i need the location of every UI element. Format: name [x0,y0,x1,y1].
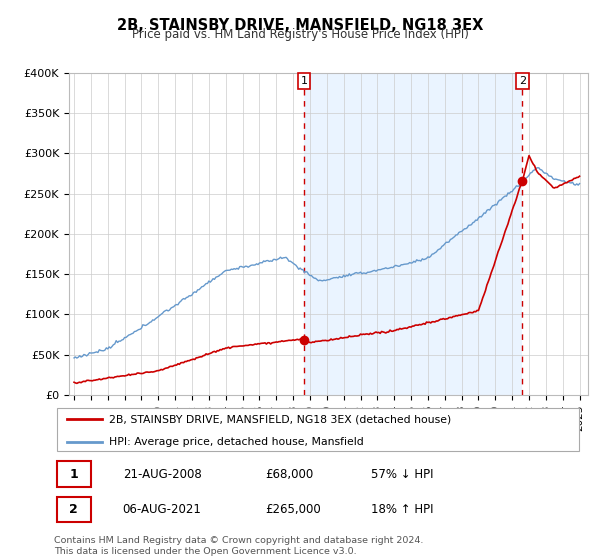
Text: 21-AUG-2008: 21-AUG-2008 [122,468,202,480]
Text: 1: 1 [69,468,78,480]
Text: 06-AUG-2021: 06-AUG-2021 [122,502,202,516]
FancyBboxPatch shape [56,461,91,487]
Text: 2: 2 [518,76,526,86]
Text: 18% ↑ HPI: 18% ↑ HPI [371,502,433,516]
Text: Contains HM Land Registry data © Crown copyright and database right 2024.
This d: Contains HM Land Registry data © Crown c… [54,536,424,556]
Text: 2B, STAINSBY DRIVE, MANSFIELD, NG18 3EX (detached house): 2B, STAINSBY DRIVE, MANSFIELD, NG18 3EX … [109,414,452,424]
Text: Price paid vs. HM Land Registry's House Price Index (HPI): Price paid vs. HM Land Registry's House … [131,28,469,41]
Text: 2B, STAINSBY DRIVE, MANSFIELD, NG18 3EX: 2B, STAINSBY DRIVE, MANSFIELD, NG18 3EX [117,18,483,33]
Text: 1: 1 [301,76,307,86]
Text: £265,000: £265,000 [265,502,321,516]
Text: 57% ↓ HPI: 57% ↓ HPI [371,468,433,480]
Text: £68,000: £68,000 [265,468,313,480]
Text: 2: 2 [69,502,78,516]
Text: HPI: Average price, detached house, Mansfield: HPI: Average price, detached house, Mans… [109,437,364,447]
FancyBboxPatch shape [56,408,580,451]
FancyBboxPatch shape [56,497,91,521]
Bar [304,73,522,395]
